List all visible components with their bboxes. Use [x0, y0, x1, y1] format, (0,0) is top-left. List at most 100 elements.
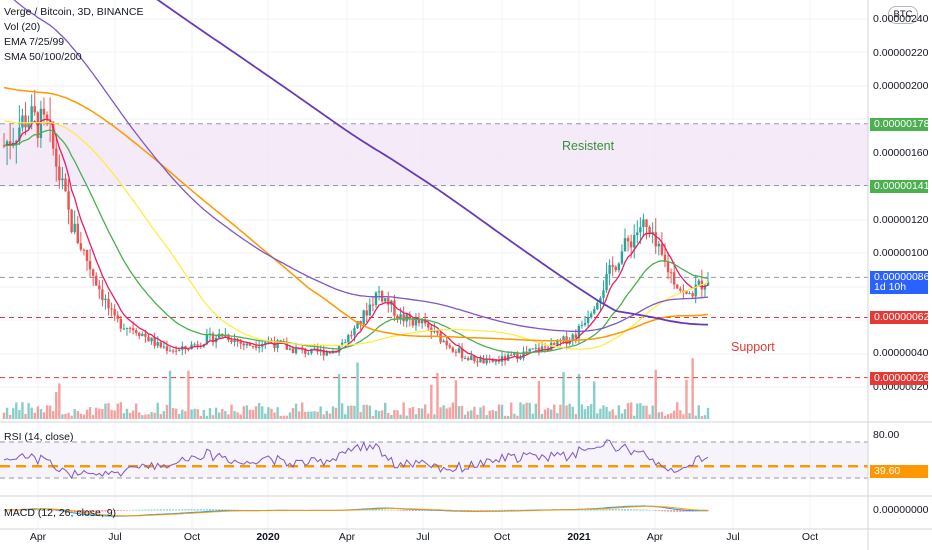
ema-99-line: [13, 0, 709, 333]
macd-histogram-bar: [46, 509, 49, 511]
volume-bar: [540, 413, 544, 419]
macd-histogram-bar: [147, 509, 150, 511]
volume-bar: [328, 413, 332, 419]
volume-bar: [543, 409, 547, 419]
volume-bar: [45, 405, 49, 419]
macd-histogram-bar: [473, 510, 476, 511]
candle-body: [134, 330, 138, 333]
macd-histogram-bar: [135, 509, 138, 511]
macd-histogram-bar: [504, 509, 507, 511]
sma-200-line: [156, 0, 708, 326]
volume-bar: [153, 412, 156, 419]
candle-body: [18, 127, 21, 141]
rsi-band: [0, 442, 868, 478]
volume-bar: [178, 414, 181, 419]
macd-histogram-bar: [513, 509, 516, 511]
macd-histogram-bar: [482, 510, 485, 511]
candle-body: [408, 314, 411, 320]
macd-histogram-bar: [657, 510, 660, 511]
candle-body: [119, 318, 123, 329]
candle-body: [91, 269, 95, 276]
price-tag: 0.00000141: [870, 179, 929, 193]
currency-badge[interactable]: BTC: [888, 6, 918, 24]
volume-bar: [276, 407, 279, 419]
candle-body: [310, 348, 313, 354]
candle-body: [285, 343, 289, 350]
candle-body: [448, 345, 451, 348]
candle-body: [556, 339, 559, 345]
volume-bar: [51, 410, 55, 419]
volume-bar: [141, 415, 144, 419]
candle-body: [491, 359, 495, 362]
candle-body: [411, 319, 415, 326]
macd-histogram-bar: [89, 510, 92, 513]
volume-bar: [633, 415, 636, 419]
macd-histogram-bar: [642, 509, 645, 511]
macd-histogram-bar: [639, 509, 642, 511]
macd-title: MACD (12, 26, close, 9): [4, 507, 117, 519]
macd-histogram-bar: [418, 510, 421, 511]
volume-bar: [88, 407, 92, 419]
volume-bar: [390, 415, 393, 419]
candle-body: [248, 343, 252, 346]
candle-body: [463, 358, 467, 360]
rsi-title: RSI (14, close): [4, 431, 74, 443]
macd-histogram-bar: [476, 510, 479, 511]
macd-histogram-bar: [497, 509, 500, 511]
candle-body: [168, 350, 172, 352]
volume-bar: [39, 409, 43, 419]
macd-histogram-bar: [113, 510, 116, 512]
candle-body: [365, 310, 368, 316]
volume-bar: [30, 407, 33, 419]
volume-bar: [168, 370, 172, 419]
macd-histogram-bar: [230, 509, 233, 511]
macd-histogram-bar: [172, 509, 175, 511]
volume-bar: [629, 402, 633, 419]
candle-body: [377, 291, 381, 293]
macd-histogram-bar: [36, 509, 39, 511]
volume-bar: [227, 414, 230, 419]
candle-body: [236, 339, 239, 342]
volume-bar: [48, 405, 52, 419]
rsi-pane: [0, 439, 868, 480]
macd-histogram-bar: [590, 509, 593, 511]
volume-bar: [67, 412, 70, 419]
volume-bar: [193, 408, 196, 419]
price-candles: [2, 89, 710, 367]
macd-histogram-bar: [141, 509, 144, 511]
volume-bar: [405, 415, 408, 419]
candle-body: [485, 359, 488, 364]
candle-body: [187, 348, 190, 350]
macd-histogram-bar: [218, 509, 221, 511]
volume-bar: [476, 414, 479, 419]
macd-histogram-bar: [670, 510, 673, 512]
candle-body: [451, 347, 455, 352]
candle-body: [24, 115, 27, 128]
volume-bar: [131, 410, 135, 419]
volume-bar: [608, 411, 611, 419]
macd-histogram-bar: [614, 509, 617, 511]
volume-bar: [393, 409, 396, 419]
macd-histogram-bar: [190, 509, 193, 511]
volume-bar: [267, 407, 270, 419]
candle-body: [602, 290, 605, 299]
macd-histogram-bar: [405, 510, 408, 511]
volume-bar: [365, 404, 368, 419]
candle-body: [230, 340, 233, 343]
volume-bar: [233, 410, 236, 419]
macd-histogram-bar: [516, 509, 519, 511]
volume-bar: [417, 408, 421, 419]
candle-body: [211, 333, 215, 343]
candle-body: [353, 328, 356, 336]
candle-body: [165, 346, 169, 351]
volume-bar: [377, 411, 381, 419]
candle-body: [193, 344, 196, 346]
volume-bar: [190, 409, 193, 419]
candle-body: [706, 282, 710, 286]
volume-bar: [657, 412, 661, 419]
candle-body: [414, 319, 418, 326]
macd-histogram-bar: [507, 509, 510, 511]
candle-body: [30, 106, 33, 124]
